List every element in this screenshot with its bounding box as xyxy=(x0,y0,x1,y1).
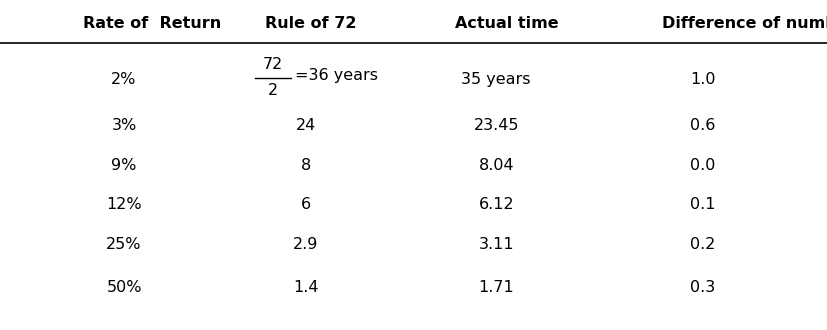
Text: 1.0: 1.0 xyxy=(691,72,715,87)
Text: 2.9: 2.9 xyxy=(294,237,318,252)
Text: 0.0: 0.0 xyxy=(691,157,715,173)
Text: 35 years: 35 years xyxy=(461,72,531,87)
Text: 0.2: 0.2 xyxy=(691,237,715,252)
Text: 9%: 9% xyxy=(112,157,136,173)
Text: 50%: 50% xyxy=(107,280,141,295)
Text: 12%: 12% xyxy=(106,197,142,212)
Text: Actual time: Actual time xyxy=(455,16,558,31)
Text: 1.4: 1.4 xyxy=(294,280,318,295)
Text: Rate of  Return: Rate of Return xyxy=(83,16,221,31)
Text: 3.11: 3.11 xyxy=(478,237,514,252)
Text: 1.71: 1.71 xyxy=(478,280,514,295)
Text: 2%: 2% xyxy=(112,72,136,87)
Text: Difference of number of years: Difference of number of years xyxy=(662,16,827,31)
Text: 8: 8 xyxy=(301,157,311,173)
Text: 23.45: 23.45 xyxy=(473,118,519,133)
Text: 0.3: 0.3 xyxy=(691,280,715,295)
Text: 2: 2 xyxy=(268,83,278,98)
Text: 8.04: 8.04 xyxy=(478,157,514,173)
Text: 25%: 25% xyxy=(107,237,141,252)
Text: 24: 24 xyxy=(296,118,316,133)
Text: =36 years: =36 years xyxy=(295,68,378,83)
Text: 3%: 3% xyxy=(112,118,136,133)
Text: 6.12: 6.12 xyxy=(478,197,514,212)
Text: 0.6: 0.6 xyxy=(691,118,715,133)
Text: 6: 6 xyxy=(301,197,311,212)
Text: 72: 72 xyxy=(263,57,283,72)
Text: 0.1: 0.1 xyxy=(691,197,715,212)
Text: Rule of 72: Rule of 72 xyxy=(265,16,356,31)
